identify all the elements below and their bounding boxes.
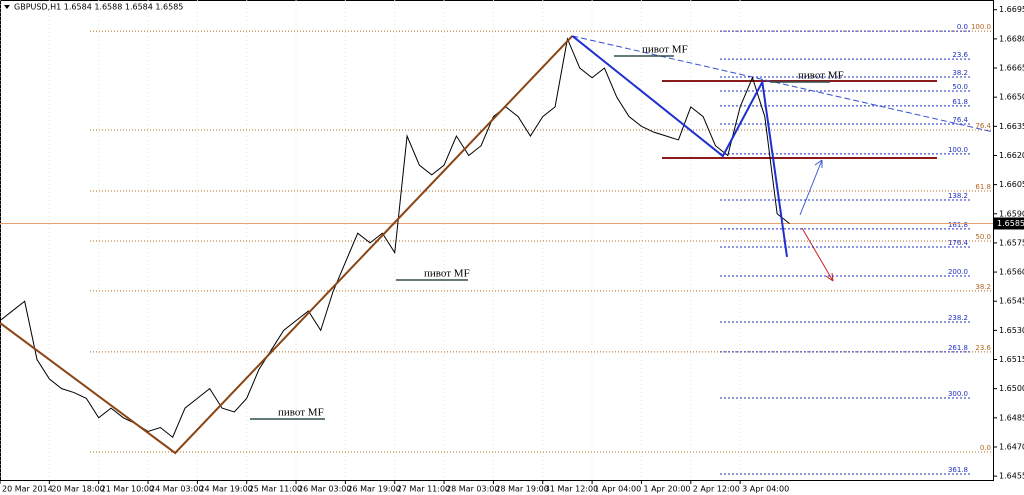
- x-tick-label: 1 Apr 20:00: [643, 485, 690, 494]
- x-tick-label: 1 Apr 04:00: [594, 485, 641, 494]
- menu-icon: [4, 5, 10, 9]
- y-tick-label: 1.6575: [999, 238, 1024, 247]
- y-tick-label: 1.6470: [999, 442, 1024, 451]
- y-tick-label: 1.6605: [999, 180, 1024, 189]
- arrows: [799, 159, 834, 282]
- y-tick-label: 1.6455: [999, 472, 1024, 481]
- arrow-up: [799, 159, 823, 216]
- current-price-label: 1.6585: [997, 219, 1024, 228]
- annotation: пивот MF: [798, 70, 844, 82]
- y-tick-label: 1.6590: [999, 209, 1024, 218]
- y-tick-label: 1.6485: [999, 413, 1024, 422]
- x-tick-label: 24 Mar 03:00: [150, 485, 203, 494]
- fib-label: 61.8: [952, 98, 968, 106]
- fib-label: 138.2: [948, 192, 968, 200]
- x-tick-label: 26 Mar 03:00: [298, 485, 351, 494]
- y-tick-label: 1.6500: [999, 384, 1024, 393]
- x-tick-label: 3 Apr 04:00: [742, 485, 789, 494]
- arrow-head: [814, 159, 823, 168]
- y-tick-label: 1.6650: [999, 93, 1024, 102]
- y-tick-label: 1.6620: [999, 151, 1024, 160]
- y-tick-label: 1.6560: [999, 268, 1024, 277]
- y-tick-label: 1.6635: [999, 122, 1024, 131]
- zigzag: [0, 35, 574, 455]
- fib-label: 61.8: [975, 183, 991, 191]
- y-tick-label: 1.6680: [999, 34, 1024, 43]
- x-tick-label: 26 Mar 19:00: [347, 485, 400, 494]
- y-tick-label: 1.6515: [999, 355, 1024, 364]
- fib-label: 361.8: [948, 466, 968, 474]
- x-tick-label: 27 Mar 11:00: [397, 485, 450, 494]
- fib-label: 50.0: [952, 83, 968, 91]
- fib-label: 23.6: [975, 344, 991, 352]
- fib-label: 0.0: [957, 23, 968, 31]
- zigzag: [571, 35, 788, 258]
- x-tick-label: 28 Mar 03:00: [446, 485, 499, 494]
- fib-label: 200.0: [948, 268, 968, 276]
- fib-label: 100.0: [971, 23, 991, 31]
- x-tick-label: 20 Mar 2014: [2, 485, 53, 494]
- fib-label: 50.0: [975, 233, 991, 241]
- arrow-down: [801, 227, 834, 282]
- annotation: пивот MF: [642, 44, 688, 56]
- fib-label: 176.4: [948, 239, 969, 247]
- fib-label: 261.8: [948, 344, 968, 352]
- x-tick-label: 25 Mar 11:00: [249, 485, 302, 494]
- chart-title: GBPUSD,H1 1.6584 1.6588 1.6584 1.6585: [14, 3, 183, 12]
- fib-label: 161.8: [948, 221, 968, 229]
- fib-label: 76.4: [952, 116, 968, 124]
- y-tick-label: 1.6545: [999, 297, 1024, 306]
- x-tick-label: 2 Apr 12:00: [693, 485, 740, 494]
- fib-label: 23.6: [952, 51, 968, 59]
- x-tick-label: 20 Mar 18:00: [51, 485, 104, 494]
- arrow-head: [825, 272, 834, 282]
- x-tick-label: 28 Mar 19:00: [495, 485, 548, 494]
- fib-label: 38.2: [952, 69, 968, 77]
- price-box: [993, 217, 1024, 230]
- fib-label: 238.2: [948, 314, 968, 322]
- annotation: пивот MF: [424, 268, 470, 280]
- x-tick-label: 31 Mar 12:00: [545, 485, 598, 494]
- annotation: пивот MF: [278, 407, 324, 419]
- fib-label: 0.0: [980, 444, 991, 452]
- y-tick-label: 1.6695: [999, 5, 1024, 14]
- fib-label: 38.2: [975, 283, 991, 291]
- x-tick-label: 21 Mar 10:00: [101, 485, 154, 494]
- y-tick-label: 1.6665: [999, 64, 1024, 73]
- fib-label: 300.0: [948, 390, 968, 398]
- plot-frame: [0, 0, 994, 481]
- x-tick-label: 24 Mar 19:00: [199, 485, 252, 494]
- fib-label: 76.4: [975, 122, 991, 130]
- y-tick-label: 1.6530: [999, 326, 1024, 335]
- fib-label: 100.0: [948, 146, 968, 154]
